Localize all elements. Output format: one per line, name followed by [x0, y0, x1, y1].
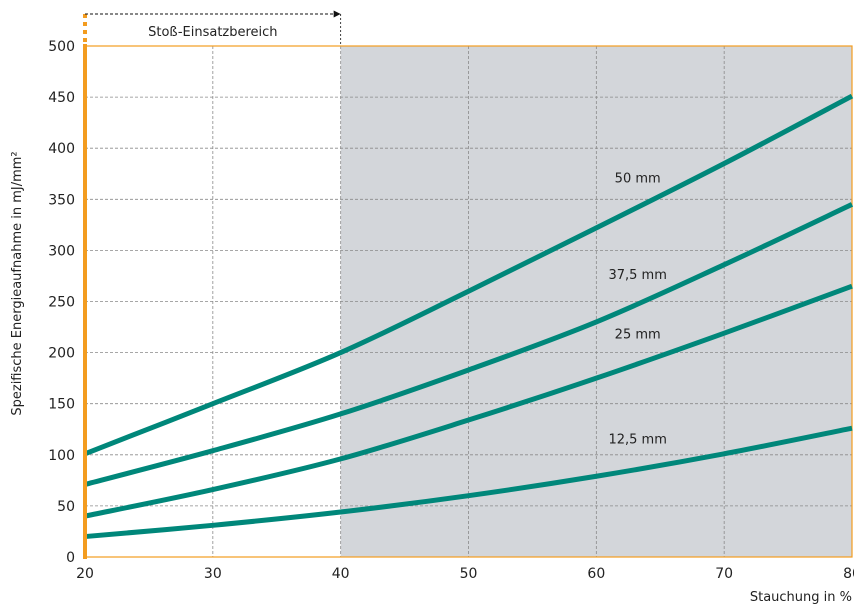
series-labels: 50 mm 37,5 mm 25 mm 12,5 mm [608, 172, 666, 448]
y-axis-label: Spezifische Energieaufnahme in mJ/mm² [10, 151, 25, 415]
range-arrow-head [333, 10, 341, 18]
x-tick-label: 50 [460, 566, 478, 582]
series-label: 12,5 mm [608, 433, 666, 448]
y-tick-label: 500 [48, 39, 75, 55]
y-tick-label: 350 [48, 192, 75, 208]
series-label: 25 mm [615, 328, 661, 343]
y-tick-label: 450 [48, 90, 75, 106]
series-label: 50 mm [615, 172, 661, 187]
series-line [84, 93, 854, 457]
x-tick-labels: 20 30 40 50 60 70 80 [76, 566, 854, 582]
x-tick-label: 40 [332, 566, 350, 582]
series-lines [84, 93, 854, 540]
series-line [84, 283, 853, 519]
y-tick-label: 200 [48, 346, 75, 362]
y-tick-label: 150 [48, 397, 75, 413]
y-tick-label: 250 [48, 295, 75, 311]
series-line [84, 425, 853, 540]
y-tick-label: 50 [57, 499, 75, 515]
series-label: 37,5 mm [608, 268, 666, 283]
y-tick-labels: 0 50 100 150 200 250 300 350 400 450 500 [48, 39, 75, 566]
y-tick-label: 300 [48, 243, 75, 259]
y-tick-label: 100 [48, 448, 75, 464]
y-tick-label: 400 [48, 141, 75, 157]
x-tick-label: 80 [843, 566, 854, 582]
y-tick-label: 0 [66, 550, 75, 566]
series-line [84, 202, 854, 487]
x-axis-label: Stauchung in % [750, 590, 852, 605]
x-tick-label: 20 [76, 566, 94, 582]
x-tick-label: 70 [715, 566, 733, 582]
x-tick-label: 30 [204, 566, 222, 582]
range-annotation-label: Stoß-Einsatzbereich [148, 25, 277, 40]
x-tick-label: 60 [587, 566, 605, 582]
